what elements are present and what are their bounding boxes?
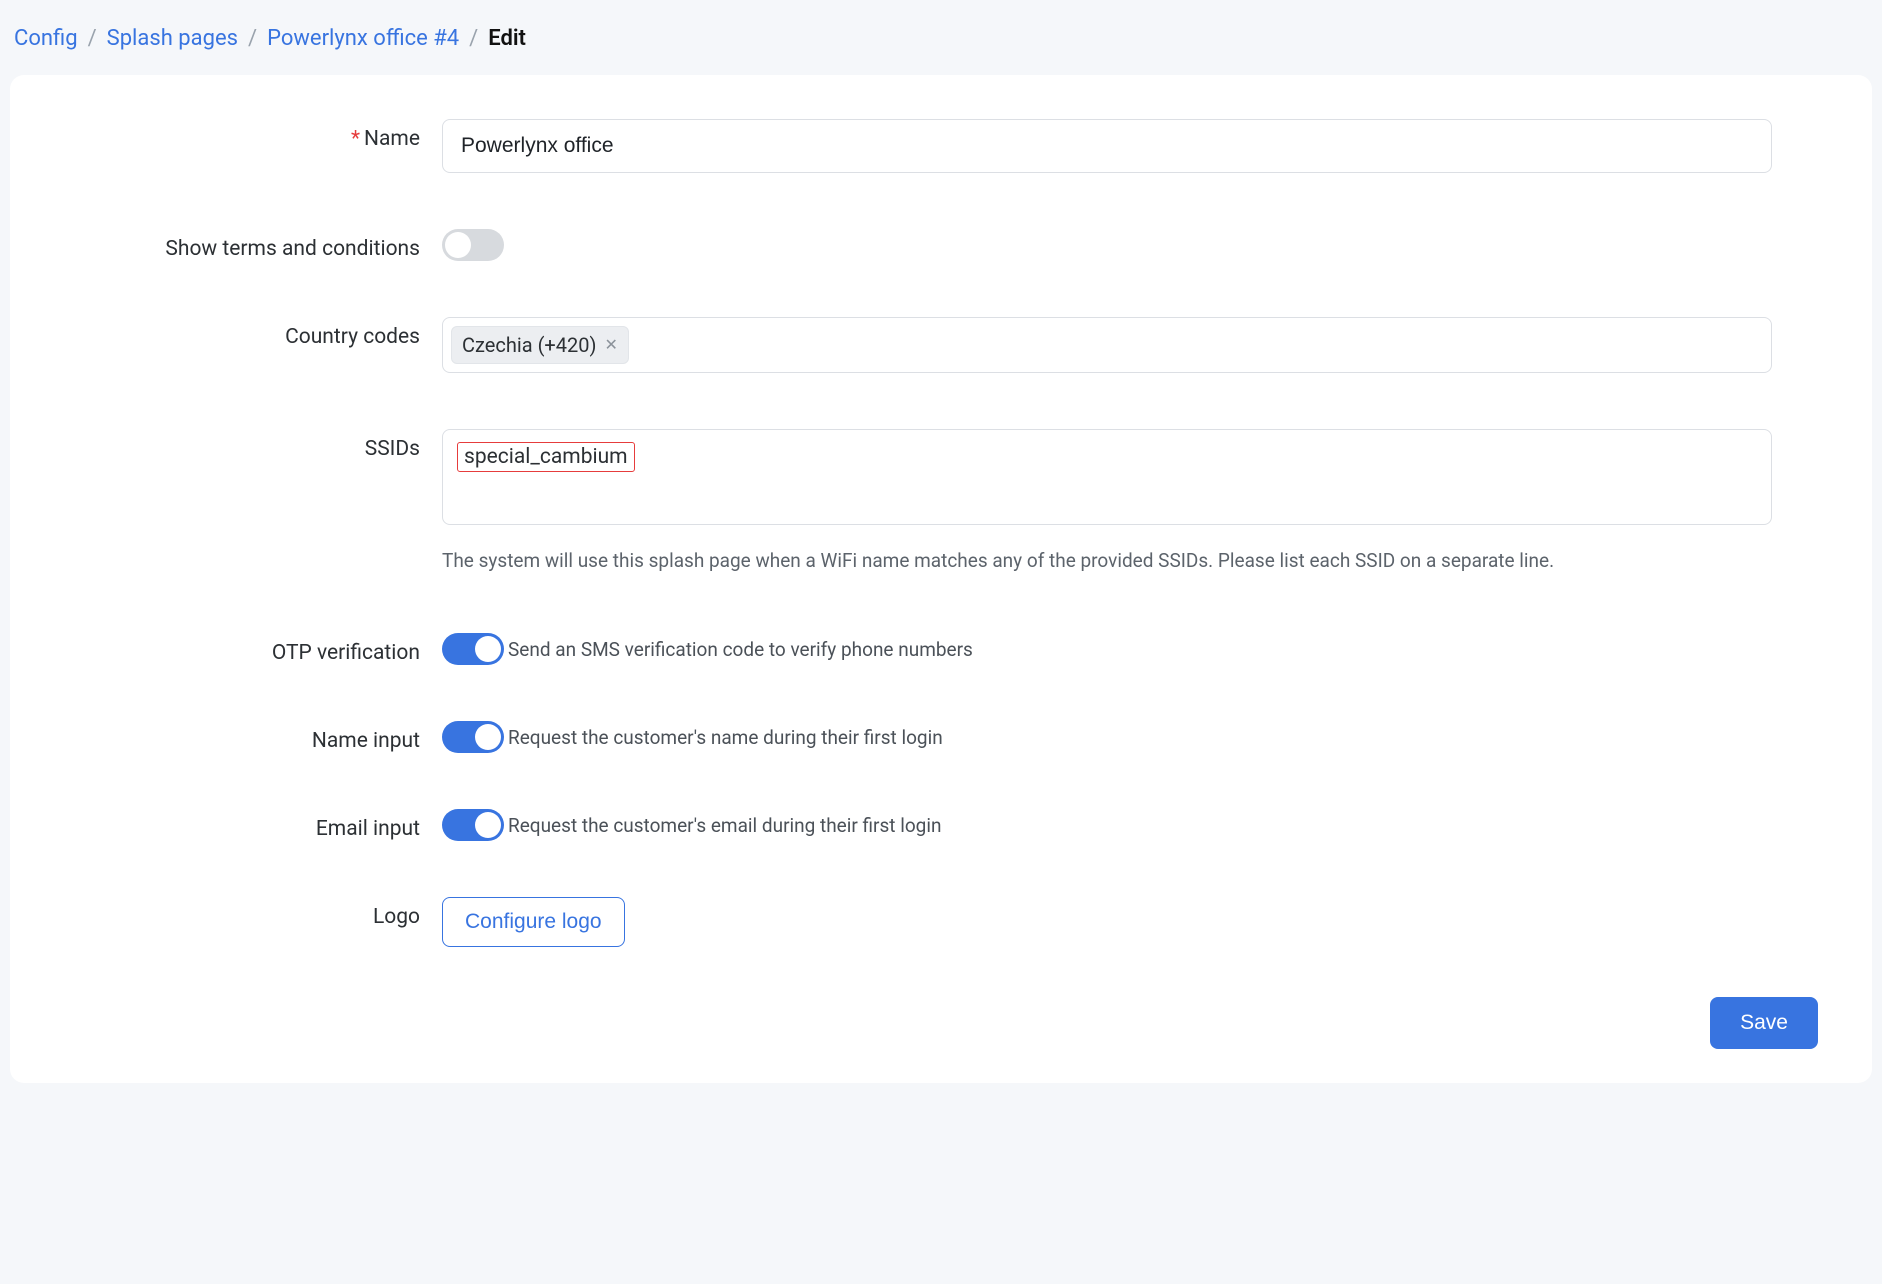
otp-toggle[interactable] bbox=[442, 633, 504, 665]
terms-toggle[interactable] bbox=[442, 229, 504, 261]
label-otp: OTP verification bbox=[50, 633, 442, 665]
name-input-toggle[interactable] bbox=[442, 721, 504, 753]
row-otp: OTP verification Send an SMS verificatio… bbox=[50, 633, 1818, 665]
breadcrumb-splash-pages[interactable]: Splash pages bbox=[107, 26, 238, 51]
ssids-helper-text: The system will use this splash page whe… bbox=[442, 545, 1682, 577]
remove-tag-icon[interactable]: ✕ bbox=[604, 337, 617, 353]
label-ssids: SSIDs bbox=[50, 429, 442, 461]
name-input-field[interactable] bbox=[442, 119, 1772, 173]
breadcrumb-separator: / bbox=[248, 26, 257, 51]
edit-form-card: *Name Show terms and conditions Country … bbox=[10, 75, 1872, 1083]
email-input-description: Request the customer's email during thei… bbox=[508, 814, 941, 837]
row-ssids: SSIDs special_cambium The system will us… bbox=[50, 429, 1818, 577]
row-email-input: Email input Request the customer's email… bbox=[50, 809, 1818, 841]
breadcrumb-powerlynx-office-4[interactable]: Powerlynx office #4 bbox=[267, 26, 459, 51]
otp-description: Send an SMS verification code to verify … bbox=[508, 638, 973, 661]
save-button[interactable]: Save bbox=[1710, 997, 1818, 1049]
breadcrumb-separator: / bbox=[88, 26, 97, 51]
country-codes-select[interactable]: Czechia (+420) ✕ bbox=[442, 317, 1772, 373]
country-code-tag-label: Czechia (+420) bbox=[462, 333, 596, 357]
configure-logo-button[interactable]: Configure logo bbox=[442, 897, 625, 947]
breadcrumb: Config / Splash pages / Powerlynx office… bbox=[10, 20, 1872, 75]
breadcrumb-current: Edit bbox=[488, 26, 526, 51]
name-input-description: Request the customer's name during their… bbox=[508, 726, 943, 749]
row-terms: Show terms and conditions bbox=[50, 229, 1818, 261]
breadcrumb-separator: / bbox=[469, 26, 478, 51]
row-country-codes: Country codes Czechia (+420) ✕ bbox=[50, 317, 1818, 373]
label-country-codes: Country codes bbox=[50, 317, 442, 349]
form-actions: Save bbox=[50, 987, 1818, 1049]
row-logo: Logo Configure logo bbox=[50, 897, 1818, 947]
label-name-input: Name input bbox=[50, 721, 442, 753]
label-logo: Logo bbox=[50, 897, 442, 929]
label-name: *Name bbox=[50, 119, 442, 151]
breadcrumb-config[interactable]: Config bbox=[14, 26, 78, 51]
email-input-toggle[interactable] bbox=[442, 809, 504, 841]
ssid-highlighted-value: special_cambium bbox=[457, 442, 635, 472]
row-name-input: Name input Request the customer's name d… bbox=[50, 721, 1818, 753]
label-email-input: Email input bbox=[50, 809, 442, 841]
label-terms: Show terms and conditions bbox=[50, 229, 442, 261]
ssids-textarea[interactable]: special_cambium bbox=[442, 429, 1772, 525]
country-code-tag: Czechia (+420) ✕ bbox=[451, 326, 629, 364]
required-indicator: * bbox=[351, 127, 360, 151]
row-name: *Name bbox=[50, 119, 1818, 173]
